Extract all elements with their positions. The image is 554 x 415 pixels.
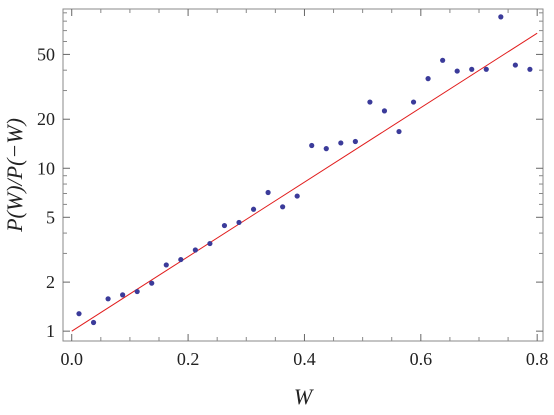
fit-line [71,32,538,332]
data-point [410,99,417,105]
data-point [440,57,446,63]
y-tick-label: 1 [46,321,55,341]
data-point [469,66,475,72]
x-tick-label: 0.0 [60,349,83,369]
data-point [178,256,184,263]
data-point [76,311,82,317]
x-tick-label: 0.4 [293,349,316,369]
data-point [120,292,126,298]
data-point [309,142,315,149]
data-point [207,240,213,247]
data-point [527,66,533,72]
data-point [381,108,388,114]
data-point [498,14,504,20]
data-point [396,128,402,135]
y-tick-label: 2 [46,272,55,292]
y-axis-label: P(W)/P(−W) [2,118,27,233]
y-tick-label: 20 [37,109,55,129]
data-point [323,146,329,152]
y-tick-label: 10 [37,158,55,178]
data-point [134,288,140,295]
data-point [454,68,460,74]
data-point [192,247,198,253]
data-point [90,319,97,326]
data-point [367,99,373,105]
x-tick-label: 0.2 [177,349,200,369]
data-point [425,76,431,82]
data-point [280,204,286,210]
data-point [163,262,169,268]
data-point [105,296,111,302]
x-tick-label: 0.8 [526,349,549,369]
data-point [265,189,271,196]
plot-frame [62,8,544,342]
data-points [76,14,533,326]
x-tick-label: 0.6 [410,349,433,369]
data-point [338,140,344,146]
data-point [221,222,228,229]
y-tick-label: 50 [37,44,55,64]
data-point [352,138,358,145]
y-tick-label: 5 [46,207,55,227]
data-point [294,193,300,199]
data-point [250,206,257,212]
data-point [236,219,242,226]
data-point [512,62,518,68]
data-point [149,280,155,286]
y-axis-ticks: 1 2 5 10 20 50 [37,12,543,341]
data-point [483,66,489,72]
x-axis-ticks: 0.0 0.2 0.4 0.6 0.8 [60,9,548,369]
x-axis-label: W [294,384,314,409]
